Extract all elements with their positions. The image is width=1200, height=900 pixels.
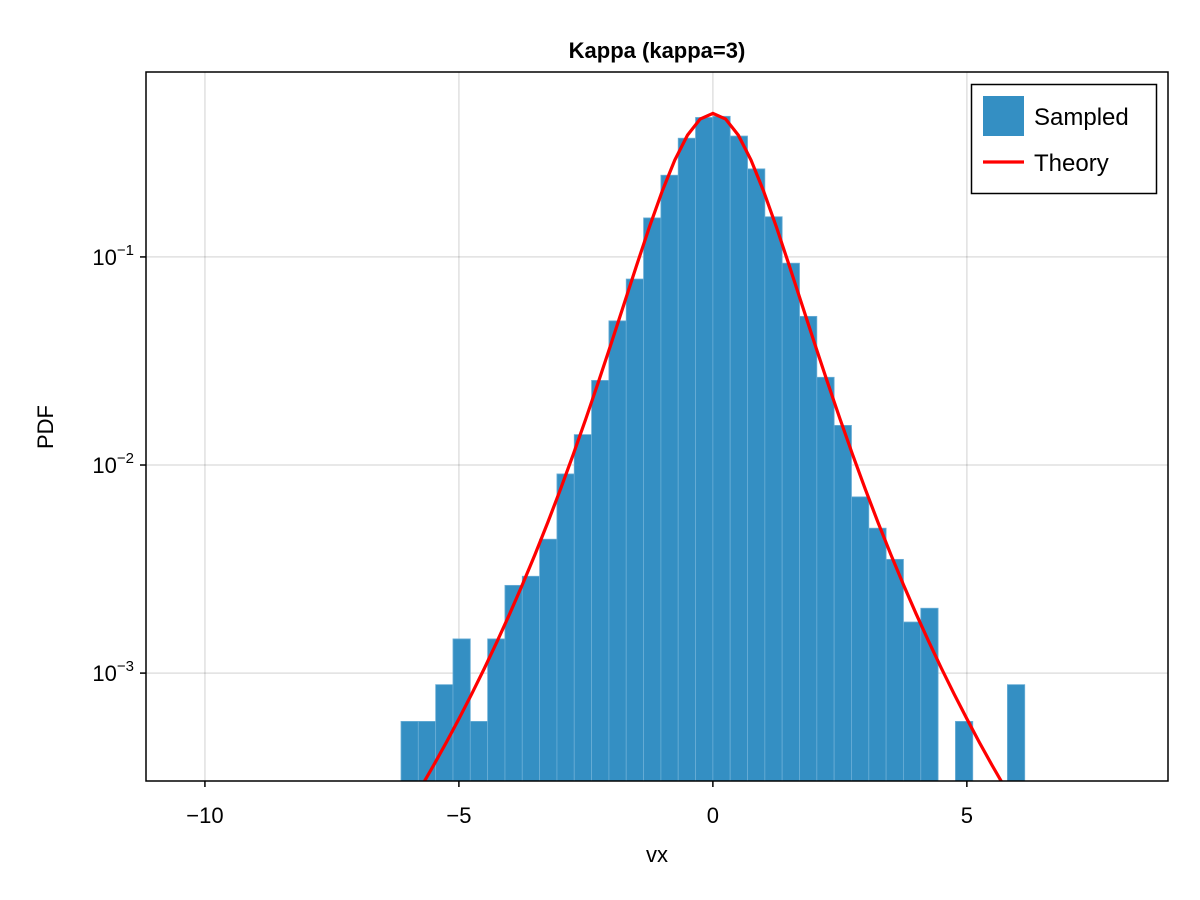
histogram-bar <box>417 720 437 781</box>
histogram-bar <box>469 720 489 781</box>
x-axis-label: vx <box>646 842 668 867</box>
x-tick-label: −5 <box>446 803 471 828</box>
histogram-bar <box>747 168 766 781</box>
histogram-bar <box>591 380 610 781</box>
histogram-bar <box>677 137 696 781</box>
y-axis-ticks: 10−310−210−1 <box>92 242 146 686</box>
histogram-bar <box>764 216 783 781</box>
y-axis-label: PDF <box>33 405 58 449</box>
histogram-bar <box>521 575 541 781</box>
y-tick-base: 10 <box>92 661 116 686</box>
histogram-bar <box>643 217 662 781</box>
theory-line <box>422 111 1003 781</box>
y-tick-base: 10 <box>92 245 116 270</box>
y-tick-label: 10−2 <box>92 450 134 478</box>
histogram-bar <box>729 135 748 781</box>
x-tick-label: 5 <box>961 803 973 828</box>
histogram-bar <box>660 174 679 781</box>
histogram-bar <box>573 434 592 781</box>
y-tick-exponent: −2 <box>117 450 134 467</box>
histogram-bar <box>868 527 887 781</box>
sampled-bars <box>400 115 1026 781</box>
histogram-bar <box>833 425 852 781</box>
histogram-bar <box>816 376 835 781</box>
x-tick-label: −10 <box>186 803 223 828</box>
y-tick-base: 10 <box>92 453 116 478</box>
histogram-bar <box>712 115 731 781</box>
histogram-bar <box>885 558 904 781</box>
histogram-bar <box>955 720 974 781</box>
chart-title: Kappa (kappa=3) <box>569 38 746 63</box>
legend-label-theory: Theory <box>1034 150 1109 177</box>
histogram-bar <box>452 638 471 781</box>
legend-swatch-sampled <box>983 96 1024 136</box>
histogram-bar <box>487 638 506 781</box>
legend: Sampled Theory <box>970 83 1158 195</box>
histogram-bar <box>903 621 922 781</box>
histogram-bar <box>920 607 939 781</box>
histogram-bar <box>625 278 644 781</box>
legend-label-sampled: Sampled <box>1034 104 1129 131</box>
y-tick-label: 10−3 <box>92 658 134 686</box>
histogram-bar <box>799 315 818 781</box>
y-tick-exponent: −1 <box>117 242 134 259</box>
histogram-bar <box>1007 684 1026 781</box>
histogram-bar <box>400 720 419 781</box>
y-tick-label: 10−1 <box>92 242 134 270</box>
x-tick-label: 0 <box>707 803 719 828</box>
histogram-bar <box>695 117 714 781</box>
histogram-bar <box>539 538 558 781</box>
y-tick-exponent: −3 <box>117 658 134 675</box>
plot-frame <box>145 71 1169 782</box>
histogram-bar <box>556 473 575 781</box>
x-axis-ticks: −10 −5 0 5 <box>186 781 973 828</box>
histogram-bar <box>851 496 870 781</box>
histogram-bar <box>781 262 800 781</box>
histogram-bar <box>608 320 627 781</box>
